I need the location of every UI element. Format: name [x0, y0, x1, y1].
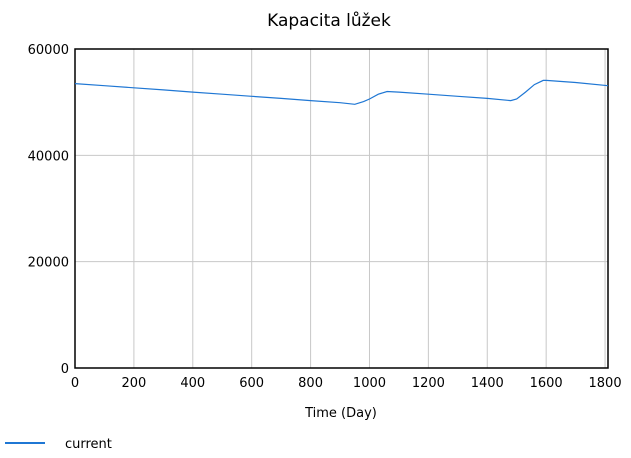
y-tick-label: 60000 — [28, 43, 69, 58]
y-tick-label: 40000 — [28, 149, 69, 164]
x-tick-label: 0 — [71, 376, 79, 391]
x-tick-label: 1600 — [530, 376, 563, 391]
tick-labels: 0 200 400 600 800 1000 1200 1400 1600 1800 0 20000 4… — [28, 43, 622, 391]
x-tick-label: 600 — [239, 376, 264, 391]
chart-title: Kapacita lůžek — [267, 11, 391, 31]
x-tick-label: 400 — [180, 376, 205, 391]
plot-area-border — [74, 48, 609, 369]
x-tick-label: 800 — [298, 376, 323, 391]
x-tick-label: 1400 — [471, 376, 504, 391]
grid — [74, 48, 608, 369]
x-tick-label: 200 — [121, 376, 146, 391]
series-layer — [74, 79, 609, 105]
y-tick-label: 20000 — [28, 256, 69, 271]
legend: current — [5, 437, 112, 452]
y-tick-label: 0 — [61, 362, 69, 377]
series-line-current — [74, 79, 609, 105]
x-tick-label: 1200 — [412, 376, 445, 391]
x-tick-label: 1000 — [353, 376, 386, 391]
x-axis-label: Time (Day) — [304, 406, 377, 421]
x-tick-label: 1800 — [589, 376, 622, 391]
legend-label-current: current — [65, 437, 112, 452]
